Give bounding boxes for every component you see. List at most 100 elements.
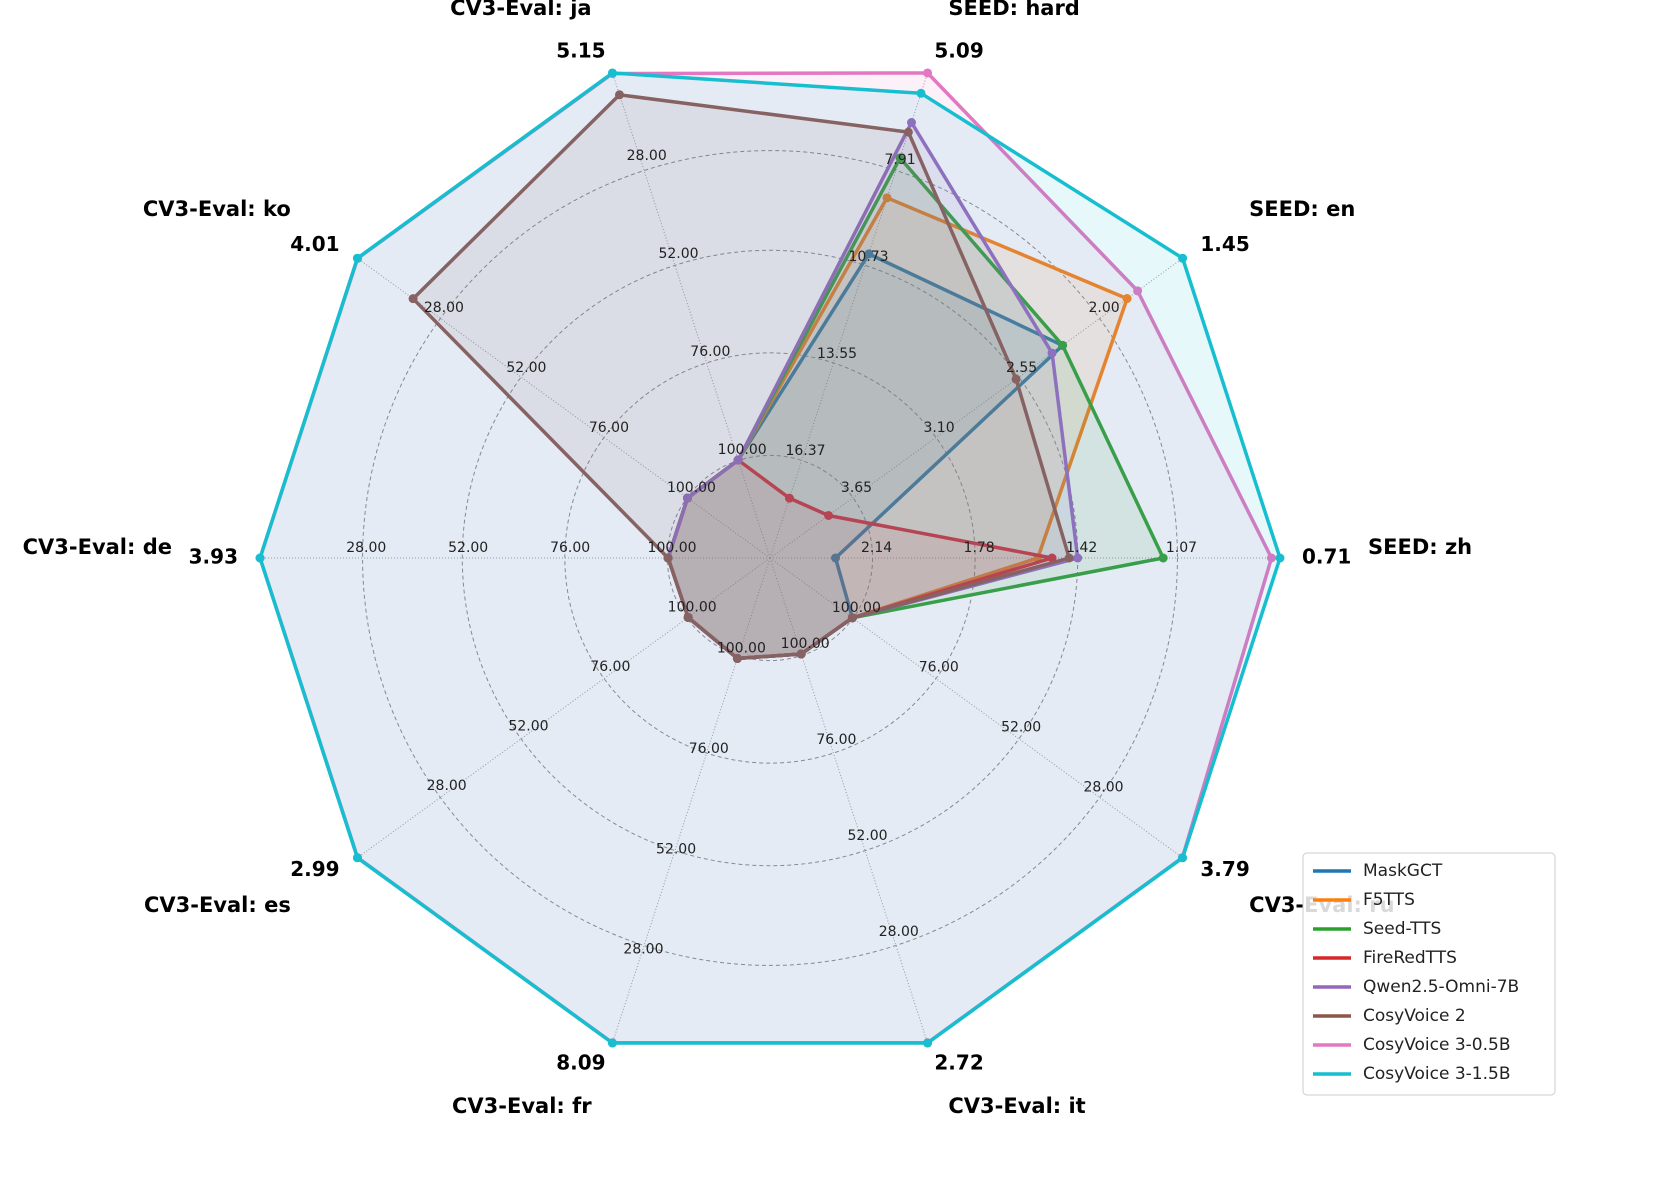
data-point — [916, 88, 926, 98]
legend-label: CosyVoice 2 — [1363, 1006, 1466, 1026]
axis-best-label: 3.79 — [1200, 857, 1249, 881]
series — [408, 90, 1074, 663]
axis-name: CV3-Eval: it — [948, 1094, 1085, 1118]
r-tick-label: 28.00 — [627, 148, 667, 164]
r-tick-label: 76.00 — [590, 659, 630, 675]
r-tick-label: 16.37 — [785, 443, 825, 459]
r-tick-label: 28.00 — [1083, 779, 1123, 795]
axis-name: SEED: en — [1249, 197, 1355, 221]
axis-best-label: 2.72 — [934, 1050, 983, 1074]
data-point — [1047, 553, 1057, 563]
data-point — [923, 68, 933, 78]
axis-spoke — [769, 257, 1183, 559]
legend-label: CosyVoice 3-1.5B — [1363, 1064, 1510, 1084]
axis-best-label: 3.93 — [189, 545, 238, 569]
data-point — [1122, 294, 1132, 304]
data-point — [895, 153, 905, 163]
r-tick-label: 28.00 — [427, 778, 467, 794]
data-point — [408, 294, 418, 304]
r-tick-label: 100.00 — [832, 600, 881, 616]
legend-label: FireRedTTS — [1363, 948, 1457, 968]
legend-box — [1302, 852, 1556, 1096]
data-point — [1011, 374, 1021, 384]
legend-label: Seed-TTS — [1363, 919, 1441, 939]
series-area — [258, 71, 1282, 1045]
r-tick-label: 76.00 — [550, 540, 590, 556]
data-point — [923, 1038, 933, 1048]
data-point — [683, 612, 693, 622]
legend-label: CosyVoice 3-0.5B — [1363, 1035, 1510, 1055]
data-point — [682, 493, 692, 503]
axis-spoke — [357, 557, 771, 859]
legend-label: MaskGCT — [1363, 861, 1443, 881]
axis-name: CV3-Eval: de — [23, 535, 172, 559]
axis-name: CV3-Eval: fr — [452, 1094, 592, 1118]
data-point — [1133, 286, 1143, 296]
r-tick-label: 76.00 — [689, 741, 729, 757]
r-tick-label: 76.00 — [816, 732, 856, 748]
data-point — [1047, 348, 1057, 358]
r-tick-label: 100.00 — [648, 540, 697, 556]
r-tick-label: 1.78 — [964, 540, 995, 556]
r-tick-label: 28.00 — [346, 540, 386, 556]
r-tick-label: 2.14 — [861, 540, 892, 556]
r-tick-label: 13.55 — [817, 346, 857, 362]
r-tick-label: 7.91 — [884, 152, 915, 168]
data-point — [796, 649, 806, 659]
axis-spoke — [611, 72, 771, 559]
axis-name: SEED: hard — [948, 0, 1079, 20]
r-tick-label: 100.00 — [718, 442, 767, 458]
data-point — [784, 493, 794, 503]
axis-spoke — [769, 557, 929, 1044]
r-tick-label: 76.00 — [690, 344, 730, 360]
data-point — [1178, 853, 1188, 863]
data-point — [1178, 253, 1188, 263]
data-point — [903, 127, 913, 137]
data-point — [1073, 553, 1083, 563]
axis-best-label: 5.09 — [934, 39, 983, 63]
r-tick-label: 100.00 — [781, 636, 830, 652]
axis-best-label: 5.15 — [556, 39, 605, 63]
r-tick-label: 1.42 — [1066, 540, 1097, 556]
data-point — [255, 553, 265, 563]
axis-name: SEED: zh — [1368, 535, 1472, 559]
r-tick-label: 100.00 — [667, 480, 716, 496]
r-tick-label: 28.00 — [623, 942, 663, 958]
r-tick-label: 2.55 — [1006, 360, 1037, 376]
r-tick-label: 52.00 — [658, 246, 698, 262]
r-tick-label: 28.00 — [424, 300, 464, 316]
r-tick-label: 52.00 — [508, 718, 548, 734]
r-tick-label: 3.65 — [841, 480, 872, 496]
data-point — [824, 510, 834, 520]
data-point — [607, 68, 617, 78]
series — [255, 68, 1285, 1048]
data-point — [831, 553, 841, 563]
r-tick-label: 52.00 — [1001, 720, 1041, 736]
data-point — [1275, 553, 1285, 563]
data-point — [1058, 340, 1068, 350]
grid-ring — [362, 150, 1178, 966]
axis-name: CV3-Eval: es — [144, 893, 291, 917]
legend-label: F5TTS — [1363, 890, 1415, 910]
data-point — [864, 249, 874, 259]
r-tick-label: 2.00 — [1088, 300, 1119, 316]
legend: MaskGCT F5TTS Seed-TTS FireRedTTS Qwen2.5-Om… — [1302, 852, 1556, 1096]
data-point — [1064, 553, 1074, 563]
data-point — [663, 553, 673, 563]
r-tick-label: 76.00 — [919, 660, 959, 676]
r-tick-label: 52.00 — [506, 360, 546, 376]
r-tick-label: 52.00 — [848, 828, 888, 844]
axis-spoke — [611, 557, 771, 1044]
data-point — [1158, 553, 1168, 563]
axis-best-label: 8.09 — [556, 1050, 605, 1074]
axis-best-label: 2.99 — [290, 857, 339, 881]
r-tick-label: 52.00 — [448, 540, 488, 556]
axis-name: CV3-Eval: ja — [450, 0, 591, 20]
r-tick-label: 100.00 — [668, 599, 717, 615]
r-tick-label: 76.00 — [589, 420, 629, 436]
data-point — [847, 613, 857, 623]
data-point — [352, 253, 362, 263]
data-point — [733, 455, 743, 465]
r-tick-label: 52.00 — [656, 841, 696, 857]
